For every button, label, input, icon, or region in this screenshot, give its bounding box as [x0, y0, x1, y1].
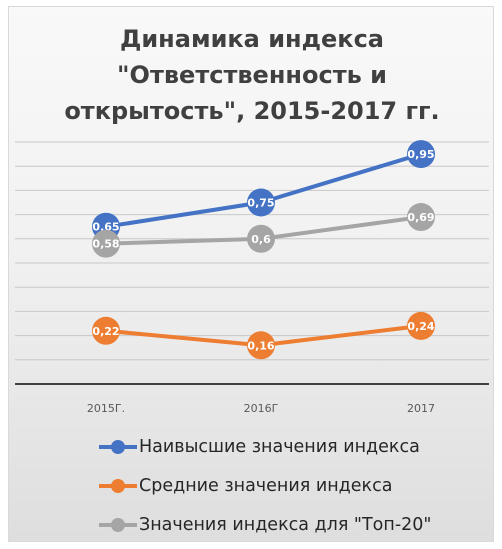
data-point: [247, 188, 275, 217]
legend-marker-icon: [99, 478, 137, 493]
x-tick-label: 2016Г: [244, 402, 279, 415]
data-label: 0,95: [407, 148, 434, 161]
series-lines: 0,65 0,75 0,95 0,22 0,16 0,24 0,58 0,6 0,69: [92, 140, 435, 360]
legend-item: Наивысшие значения индекса: [99, 427, 431, 466]
legend-marker-icon: [99, 439, 137, 454]
data-label: 0,65: [92, 221, 119, 234]
legend-marker-icon: [99, 517, 137, 532]
plot-area: 2015Г. 2016Г 2017 0,65 0,75 0,95 0,22 0,16 0,24…: [15, 140, 489, 415]
legend-item: Средние значения индекса: [99, 466, 431, 505]
legend: Наивысшие значения индекса Средние значе…: [99, 427, 431, 544]
legend-label: Наивысшие значения индекса: [139, 436, 420, 457]
data-point: [407, 140, 435, 169]
data-label: 0,75: [247, 197, 274, 210]
data-point: [92, 316, 120, 345]
chart-title-line: "Ответственность и: [117, 61, 387, 89]
chart-card: Динамика индекса "Ответственность и откр…: [8, 6, 494, 542]
data-point: [247, 224, 275, 253]
data-point: [247, 331, 275, 360]
legend-item: Значения индекса для "Топ-20": [99, 505, 431, 544]
x-axis: 2015Г. 2016Г 2017: [15, 383, 489, 415]
x-tick-label: 2015Г.: [87, 402, 125, 415]
x-tick-label: 2017: [407, 402, 435, 415]
data-point: [407, 203, 435, 232]
data-point: [92, 229, 120, 258]
data-label: 0,22: [92, 325, 119, 338]
data-label: 0,24: [407, 320, 434, 333]
legend-label: Средние значения индекса: [139, 475, 393, 496]
series-group: 0,22 0,16 0,24: [92, 311, 435, 360]
data-label: 0,16: [247, 339, 274, 352]
series-group: 0,58 0,6 0,69: [92, 203, 435, 258]
data-label: 0,6: [251, 233, 271, 246]
data-label: 0,58: [92, 238, 119, 251]
legend-label: Значения индекса для "Топ-20": [139, 514, 432, 535]
series-group: 0,65 0,75 0,95: [92, 140, 435, 241]
chart-title-line: открытость", 2015-2017 гг.: [64, 97, 440, 125]
chart-title-line: Динамика индекса: [119, 25, 384, 53]
data-label: 0,69: [407, 211, 434, 224]
chart-title: Динамика индекса "Ответственность и откр…: [9, 21, 495, 129]
data-point: [407, 311, 435, 340]
